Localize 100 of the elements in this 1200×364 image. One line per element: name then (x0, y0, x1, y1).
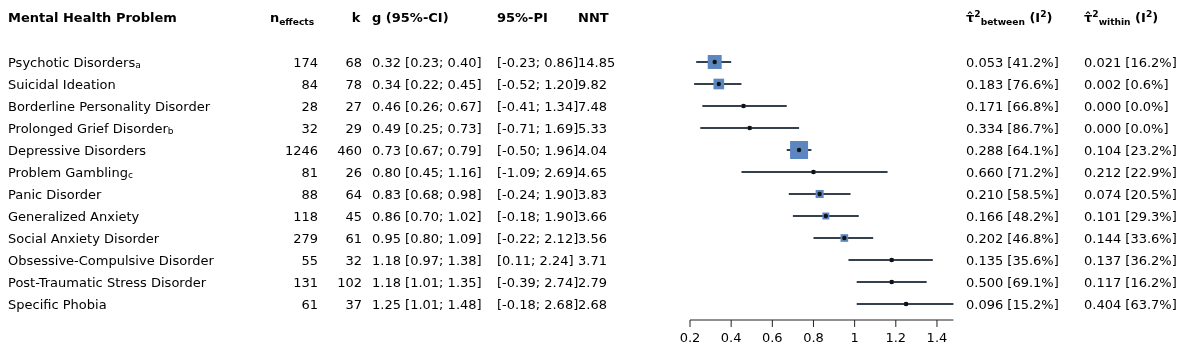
category-label: Social Anxiety Disorder (8, 230, 160, 246)
text: τ̂$^{2}$$_{within}$ (I$^{2}$) (1084, 9, 1159, 27)
text: 102 (337, 275, 362, 290)
text: 0.334 [86.7%] (966, 121, 1059, 136)
text: 32 (301, 121, 318, 136)
text: 4.65 (578, 165, 607, 180)
text: k (351, 10, 361, 25)
text: 81 (301, 165, 318, 180)
text: 0.096 [15.2%] (966, 297, 1059, 312)
x-tick-label: 0.6 (761, 330, 783, 345)
text: [-0.50; 1.96] (497, 143, 579, 158)
text: 5.33 (578, 121, 607, 136)
text: 0.500 [69.1%] (966, 275, 1059, 290)
text: 3.56 (578, 231, 607, 246)
category-label: Depressive Disorders (8, 142, 147, 158)
text: 0.49 [0.25; 0.73] (372, 121, 482, 136)
text: 9.82 (578, 77, 607, 92)
text: 0.32 [0.23; 0.40] (372, 55, 482, 70)
text: 0.021 [16.2%] (1084, 55, 1177, 70)
text: 45 (345, 209, 362, 224)
category-label: Post-Traumatic Stress Disorder (8, 274, 207, 290)
text: 279 (293, 231, 318, 246)
category-label: Suicidal Ideation (8, 76, 116, 92)
text: 0.074 [20.5%] (1084, 187, 1177, 202)
text: n$_{effects}$ (269, 10, 315, 27)
text: 0.053 [41.2%] (966, 55, 1059, 70)
text: 0.34 [0.22; 0.45] (372, 77, 482, 92)
category-label: Psychotic Disorders$_{a}$ (8, 54, 141, 70)
text: 0.000 [0.0%] (1084, 99, 1169, 114)
text: 0.135 [35.6%] (966, 253, 1059, 268)
text: 0.137 [36.2%] (1084, 253, 1177, 268)
text: 0.202 [46.8%] (966, 231, 1059, 246)
text: 0.212 [22.9%] (1084, 165, 1177, 180)
text: 0.144 [33.6%] (1084, 231, 1177, 246)
text: [-0.52; 1.20] (497, 77, 579, 92)
text: 0.210 [58.5%] (966, 187, 1059, 202)
text: 0.183 [76.6%] (966, 77, 1059, 92)
x-tick-label: 1 (850, 330, 859, 345)
text: 174 (293, 55, 318, 70)
text: [-0.22; 2.12] (497, 231, 579, 246)
text: 0.000 [0.0%] (1084, 121, 1169, 136)
text: g (95%-CI) (372, 10, 449, 25)
text: 0.83 [0.68; 0.98] (372, 187, 482, 202)
text: 84 (301, 77, 318, 92)
text: 0.101 [29.3%] (1084, 209, 1177, 224)
text: 14.85 (578, 55, 616, 70)
text: 7.48 (578, 99, 607, 114)
text: [-0.18; 2.68] (497, 297, 579, 312)
text: [-0.71; 1.69] (497, 121, 579, 136)
text: 95%-PI (497, 10, 548, 25)
text: 1.18 [1.01; 1.35] (372, 275, 482, 290)
text: 0.404 [63.7%] (1084, 297, 1177, 312)
text: 0.166 [48.2%] (966, 209, 1059, 224)
text: 0.73 [0.67; 0.79] (372, 143, 482, 158)
text: 1246 (284, 143, 318, 158)
text: [0.11; 2.24] (497, 253, 574, 268)
text: 3.71 (578, 253, 607, 268)
text: 37 (345, 297, 362, 312)
text: [-0.24; 1.90] (497, 187, 579, 202)
text: 0.117 [16.2%] (1084, 275, 1177, 290)
text: 88 (301, 187, 318, 202)
text: 460 (337, 143, 362, 158)
text: 2.79 (578, 275, 607, 290)
text: 4.04 (578, 143, 607, 158)
text: 2.68 (578, 297, 607, 312)
text: τ̂$^{2}$$_{between}$ (I$^{2}$) (966, 9, 1053, 27)
x-tick-label: 0.2 (679, 330, 701, 345)
text: 29 (345, 121, 362, 136)
text: 68 (345, 55, 362, 70)
text: 0.86 [0.70; 1.02] (372, 209, 482, 224)
x-tick-label: 0.4 (720, 330, 742, 345)
text: 118 (293, 209, 318, 224)
text: 0.288 [64.1%] (966, 143, 1059, 158)
text: 61 (301, 297, 318, 312)
text: 131 (293, 275, 318, 290)
text: 3.83 (578, 187, 607, 202)
text: 3.66 (578, 209, 607, 224)
category-label: Prolonged Grief Disorder$_{b}$ (8, 120, 174, 136)
text: [-0.23; 0.86] (497, 55, 579, 70)
text: 28 (301, 99, 318, 114)
text: 26 (345, 165, 362, 180)
text: 64 (345, 187, 362, 202)
text: 61 (345, 231, 362, 246)
category-label: Specific Phobia (8, 296, 107, 312)
text: 0.002 [0.6%] (1084, 77, 1169, 92)
text: [-0.18; 1.90] (497, 209, 579, 224)
text: 1.18 [0.97; 1.38] (372, 253, 482, 268)
category-label: Problem Gambling$_{c}$ (8, 164, 133, 180)
text: 32 (345, 253, 362, 268)
text: 1.25 [1.01; 1.48] (372, 297, 482, 312)
category-label: Generalized Anxiety (8, 208, 140, 224)
text: [-0.41; 1.34] (497, 99, 579, 114)
category-label: Obsessive-Compulsive Disorder (8, 252, 214, 268)
text: 27 (345, 99, 362, 114)
text: 55 (301, 253, 318, 268)
text: Mental Health Problem (8, 10, 177, 25)
text: 0.95 [0.80; 1.09] (372, 231, 482, 246)
text: 0.46 [0.26; 0.67] (372, 99, 482, 114)
text: 0.104 [23.2%] (1084, 143, 1177, 158)
x-tick-label: 0.8 (803, 330, 824, 345)
